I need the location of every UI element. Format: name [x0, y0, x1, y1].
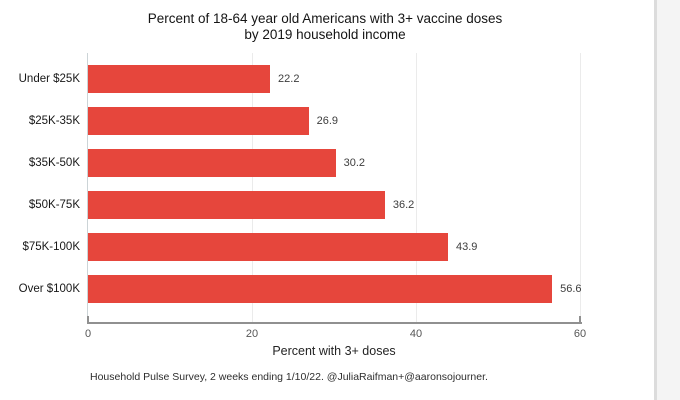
category-label: $35K-50K — [28, 157, 80, 169]
chart-title-line2: by 2019 household income — [244, 26, 406, 42]
gridline-40 — [415, 53, 417, 322]
bar-value-label: 56.6 — [560, 283, 582, 295]
bar-5 — [88, 275, 553, 303]
page-edge-strip — [657, 0, 680, 400]
bar-value-label: 36.2 — [392, 199, 415, 211]
category-label: Over $100K — [18, 283, 80, 295]
y-axis-spine — [87, 53, 88, 322]
bar-3 — [88, 191, 385, 219]
gridline-60 — [579, 53, 581, 322]
source-note: Household Pulse Survey, 2 weeks ending 1… — [90, 371, 488, 383]
axis-end-tick — [87, 316, 89, 322]
bar-1 — [88, 107, 309, 135]
x-tick-label: 40 — [409, 328, 423, 340]
bar-2 — [88, 149, 336, 177]
chart-title-line1: Percent of 18-64 year old Americans with… — [147, 11, 503, 26]
bar-4 — [88, 233, 448, 261]
bar-value-label: 26.9 — [316, 115, 338, 127]
page-edge-border — [654, 0, 657, 400]
chart-title: Percent of 18-64 year old Americans with… — [30, 11, 620, 42]
x-axis-line — [87, 322, 582, 324]
x-tick-label: 20 — [245, 328, 259, 340]
axis-end-tick — [579, 316, 581, 322]
bar-value-label: 30.2 — [343, 157, 366, 169]
category-axis: Under $25K $25K-35K $35K-50K $50K-75K $75K-1… — [0, 53, 80, 322]
x-tick-label: 0 — [84, 328, 92, 340]
gridline-20 — [251, 53, 253, 322]
bar-value-label: 22.2 — [278, 73, 300, 85]
category-label: $25K-35K — [28, 115, 80, 127]
x-tick-label: 60 — [573, 328, 587, 340]
category-label: Under $25K — [18, 73, 80, 85]
bar-value-label: 43.9 — [455, 241, 478, 253]
x-axis-label: Percent with 3+ doses — [272, 344, 396, 358]
bar-0 — [88, 65, 271, 93]
category-label: $75K-100K — [22, 241, 80, 253]
category-label: $50K-75K — [28, 199, 80, 211]
plot-area: 22.2 26.9 30.2 36.2 43.9 56.6 — [87, 53, 582, 322]
